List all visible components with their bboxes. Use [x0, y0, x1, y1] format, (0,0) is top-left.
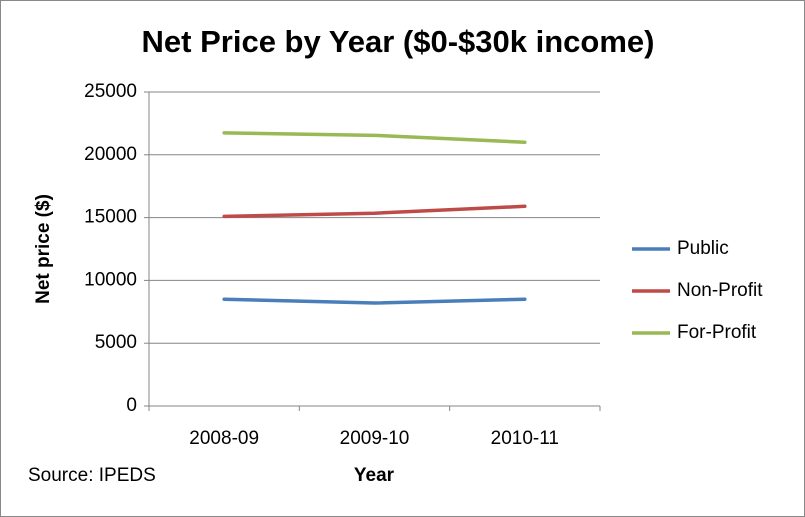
- x-axis-title: Year: [354, 465, 395, 486]
- y-tick-label: 10000: [84, 269, 137, 290]
- legend-label: Public: [677, 238, 729, 259]
- y-tick-label: 0: [126, 395, 137, 416]
- y-tick-label: 5000: [95, 332, 137, 353]
- chart-title: Net Price by Year ($0-$30k income): [142, 24, 655, 59]
- x-tick-label: 2009-10: [340, 428, 410, 449]
- legend-label: For-Profit: [677, 322, 757, 343]
- y-tick-label: 20000: [84, 144, 137, 165]
- series-line: [222, 131, 527, 144]
- y-axis-title: Net price ($): [33, 194, 54, 304]
- y-tick-label: 25000: [84, 81, 137, 102]
- source-note: Source: IPEDS: [28, 465, 156, 486]
- x-tick-label: 2008-09: [189, 428, 259, 449]
- legend-label: Non-Profit: [677, 280, 763, 301]
- y-tick-label: 15000: [84, 207, 137, 228]
- x-tick-label: 2010-11: [491, 428, 559, 449]
- series-line: [222, 204, 527, 219]
- series-line: [222, 297, 527, 305]
